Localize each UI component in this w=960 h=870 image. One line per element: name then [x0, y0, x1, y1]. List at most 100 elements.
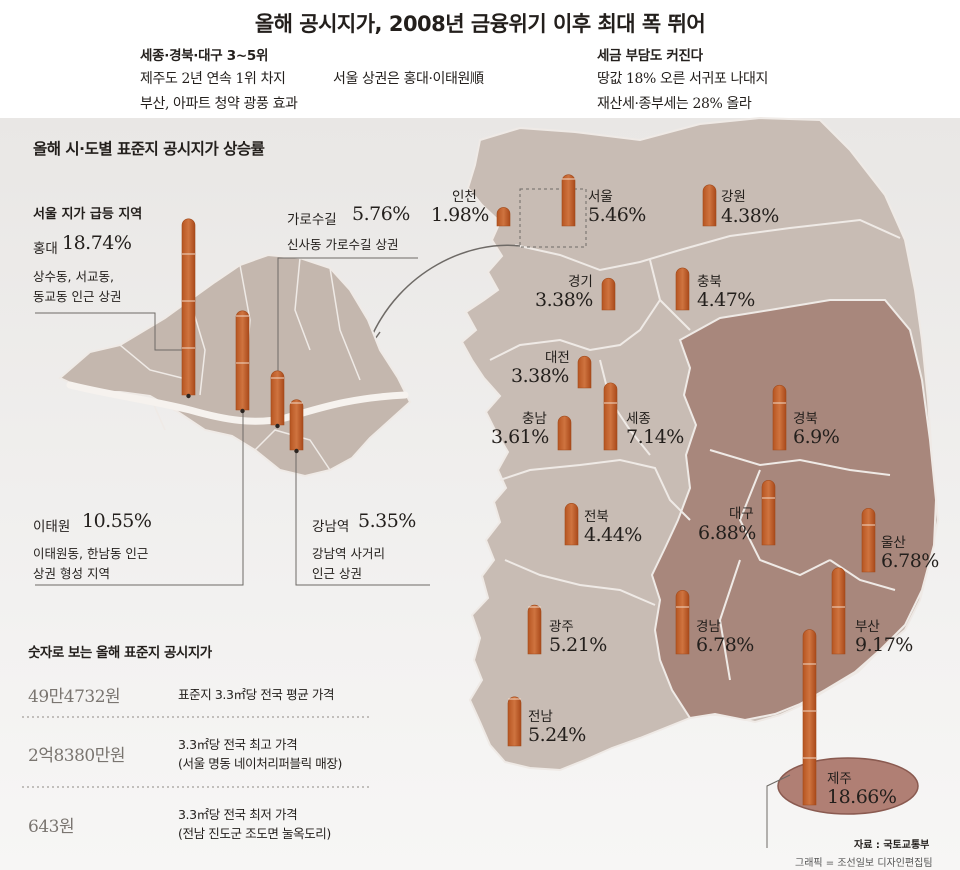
label-value-gangwon: 4.38%: [721, 205, 779, 227]
label-value-sejong: 7.14%: [626, 426, 684, 448]
bar-layer: [181, 174, 876, 806]
bar-jeonbuk: [564, 502, 579, 546]
label-value-daegu: 6.88%: [698, 522, 756, 544]
label-name-gyeongbuk: 경북: [793, 411, 818, 427]
label-name-gyeonggi: 경기: [568, 274, 593, 290]
label-name-chungbuk: 충북: [697, 274, 722, 290]
stat-desc-average: 표준지 3.3㎡당 전국 평균 가격: [178, 687, 335, 702]
credit-note: 그래픽 = 조선일보 디자인편집팀: [795, 858, 933, 869]
label-name-gangwon: 강원: [721, 189, 746, 205]
han-river: [66, 381, 409, 425]
bar-daejeon: [577, 355, 592, 389]
summary-left-heading: 세종·경북·대구 3~5위: [140, 48, 269, 64]
label-value-gyeonggi: 3.38%: [535, 289, 593, 311]
stat-desc-highest-1: 3.3㎡당 전국 최고 가격: [178, 737, 298, 752]
stats-title: 숫자로 보는 올해 표준지 공시지가: [28, 645, 212, 661]
label-value-gwangju: 5.21%: [549, 634, 607, 656]
label-name-sejong: 세종: [626, 411, 651, 427]
label-name-daejeon: 대전: [545, 350, 570, 366]
pointer-arrow: [369, 244, 521, 341]
province-borders: [489, 218, 901, 681]
stat-value-highest: 2억8380만원: [28, 746, 126, 766]
gyeongsang-region-shape: [650, 299, 938, 722]
label-desc-gangnam-1: 강남역 사거리: [312, 546, 385, 561]
summary-left-line-1: 제주도 2년 연속 1위 차지: [140, 71, 286, 87]
inset-bar-itaewon: [235, 310, 250, 411]
stats-separators: [22, 716, 372, 788]
summary-middle-line: 서울 상권은 홍대·이태원順: [333, 71, 484, 87]
bar-gyeongnam: [675, 589, 690, 655]
bar-gyeonggi: [601, 277, 616, 311]
label-desc-itaewon-2: 상권 형성 지역: [33, 566, 110, 581]
bar-seoul: [561, 174, 576, 227]
source-note: 자료 : 국토교통부: [854, 840, 930, 851]
label-value-ulsan: 6.78%: [881, 550, 939, 572]
label-desc-itaewon-1: 이태원동, 한남동 인근: [33, 546, 149, 561]
bar-daegu: [761, 480, 776, 546]
label-value-chungnam: 3.61%: [491, 426, 549, 448]
seoul-location-box: [519, 188, 587, 248]
stat-value-lowest: 643원: [28, 817, 75, 837]
inset-anchor-hongdae: [186, 393, 191, 399]
label-name-incheon: 인천: [452, 189, 477, 205]
label-value-garosugil: 5.76%: [352, 203, 410, 225]
label-name-busan: 부산: [855, 619, 880, 635]
summary-right-heading: 세금 부담도 커진다: [597, 48, 703, 64]
label-value-gyeongbuk: 6.9%: [793, 426, 840, 448]
bar-ulsan: [861, 507, 876, 573]
label-name-jeonnam: 전남: [528, 709, 553, 725]
label-name-chungnam: 충남: [522, 411, 547, 427]
label-desc-garosugil: 신사동 가로수길 상권: [287, 237, 399, 252]
label-value-jeonbuk: 4.44%: [584, 524, 642, 546]
bar-jeju: [802, 629, 817, 806]
page-title: 올해 공시지가, 2008년 금융위기 이후 최대 폭 뛰어: [254, 12, 706, 36]
jeju-leader-line: [766, 774, 791, 848]
stat-desc-lowest-1: 3.3㎡당 전국 최저 가격: [178, 807, 298, 822]
label-value-busan: 9.17%: [855, 634, 913, 656]
label-value-incheon: 1.98%: [431, 204, 489, 226]
label-name-ulsan: 울산: [881, 535, 906, 551]
stat-value-average: 49만4732원: [28, 687, 121, 707]
inset-anchor-itaewon: [240, 408, 245, 414]
bar-busan: [831, 567, 846, 655]
bar-sejong: [603, 382, 618, 451]
stat-desc-highest-2: (서울 명동 네이처리퍼블릭 매장): [178, 756, 342, 771]
label-value-itaewon: 10.55%: [82, 510, 152, 532]
label-desc-gangnam-2: 인근 상권: [312, 566, 362, 581]
label-name-jeonbuk: 전북: [584, 509, 609, 525]
label-value-chungbuk: 4.47%: [697, 289, 755, 311]
inset-leader-lines: [35, 257, 430, 586]
bar-gyeongbuk: [772, 384, 787, 451]
label-name-gyeongnam: 경남: [696, 619, 721, 635]
inset-bar-hongdae: [181, 218, 196, 396]
label-value-hongdae: 18.74%: [62, 232, 132, 254]
inset-bar-gangnam: [289, 399, 304, 451]
label-name-seoul: 서울: [588, 189, 613, 205]
bar-gwangju: [527, 604, 542, 655]
label-name-hongdae: 홍대: [33, 241, 58, 257]
summary-right-line-1: 땅값 18% 오른 서귀포 나대지: [597, 71, 768, 87]
summary-left-line-2: 부산, 아파트 청약 광풍 효과: [140, 96, 298, 112]
bar-chungbuk: [675, 267, 690, 311]
bar-gangwon: [702, 184, 717, 227]
label-desc-hongdae-2: 동교동 인근 상권: [33, 289, 122, 304]
label-name-daegu: 대구: [729, 506, 754, 522]
label-value-daejeon: 3.38%: [511, 365, 569, 387]
label-name-jeju: 제주: [827, 771, 852, 787]
label-name-garosugil: 가로수길: [287, 212, 337, 228]
bar-chungnam: [557, 415, 572, 451]
label-value-gyeongnam: 6.78%: [696, 634, 754, 656]
headline-area: 올해 공시지가, 2008년 금융위기 이후 최대 폭 뛰어 세종·경북·대구 …: [0, 0, 960, 118]
inset-anchor-garosugil: [275, 423, 280, 429]
summary-right-line-2: 재산세·종부세는 28% 올라: [597, 96, 752, 112]
bar-jeonnam: [507, 696, 522, 747]
label-value-jeonnam: 5.24%: [528, 724, 586, 746]
inset-anchor-gangnam: [294, 448, 299, 454]
label-desc-hongdae-1: 상수동, 서교동,: [33, 269, 114, 284]
label-name-itaewon: 이태원: [33, 519, 71, 535]
chart-title: 올해 시·도별 표준지 공시지가 상승률: [33, 140, 265, 158]
stat-desc-lowest-2: (전남 진도군 조도면 눌옥도리): [178, 826, 331, 841]
label-value-gangnam: 5.35%: [358, 510, 416, 532]
label-name-gangnam: 강남역: [312, 519, 350, 535]
label-name-gwangju: 광주: [549, 619, 574, 635]
